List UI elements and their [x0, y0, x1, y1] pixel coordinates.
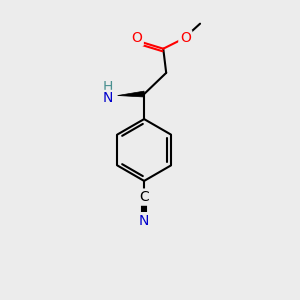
Text: O: O: [131, 31, 142, 45]
Text: N: N: [139, 214, 149, 228]
Text: H: H: [103, 80, 113, 94]
Text: N: N: [103, 92, 113, 106]
Text: C: C: [139, 190, 149, 204]
Polygon shape: [118, 91, 144, 97]
Text: O: O: [180, 32, 191, 45]
